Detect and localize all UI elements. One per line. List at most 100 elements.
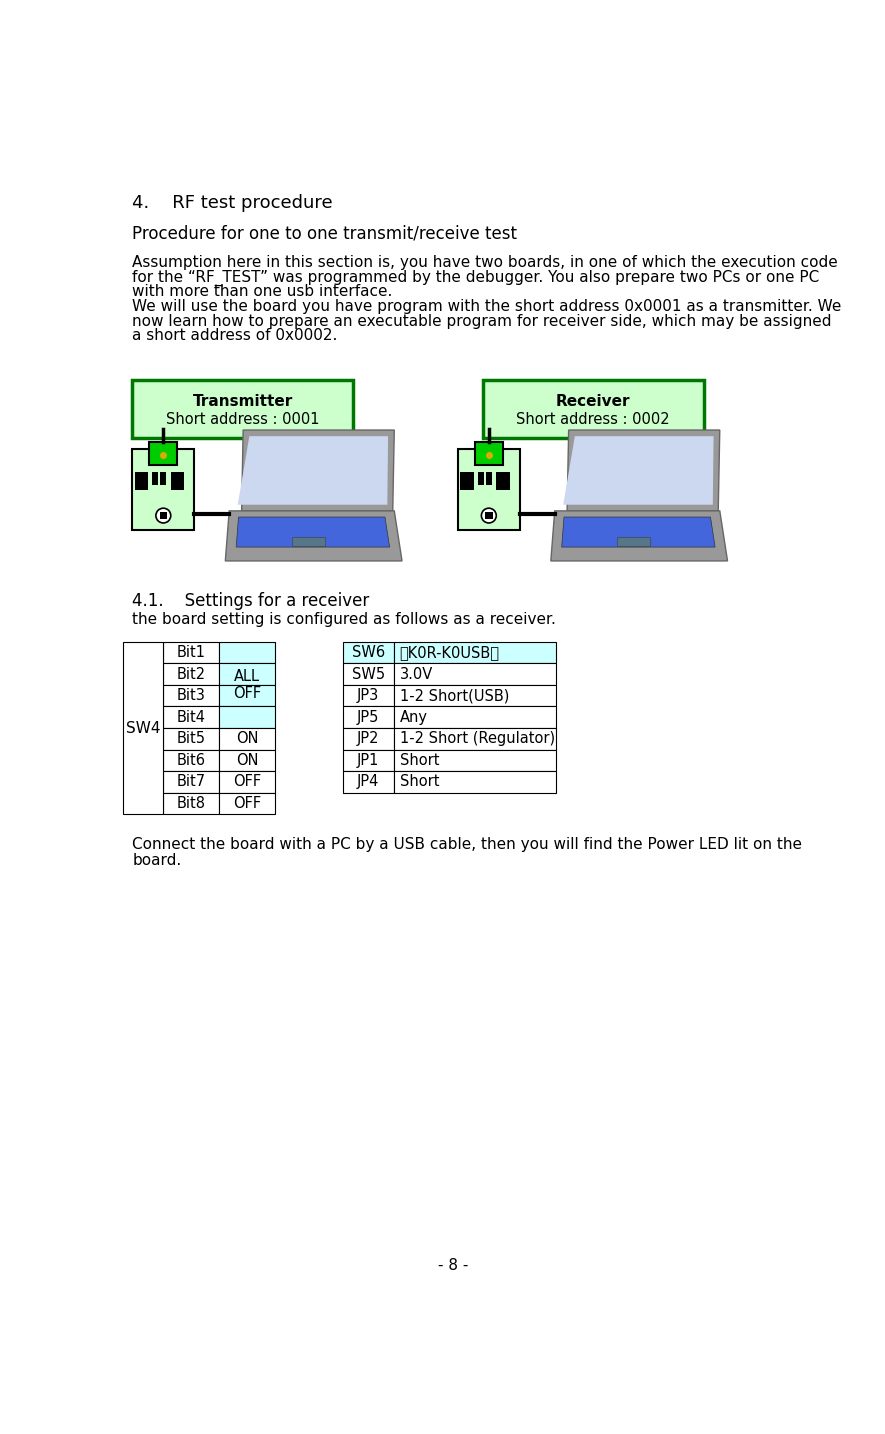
Text: a short address of 0x0002.: a short address of 0x0002.	[133, 328, 338, 343]
Text: SW5: SW5	[351, 667, 385, 681]
Bar	[343, 642, 394, 664]
Text: 4.1.    Settings for a receiver: 4.1. Settings for a receiver	[133, 592, 370, 609]
Bar	[460, 472, 474, 489]
Bar	[343, 664, 394, 685]
Text: JP5: JP5	[358, 710, 380, 724]
Bar	[152, 472, 158, 485]
Text: Any: Any	[400, 710, 427, 724]
Text: Short: Short	[400, 774, 439, 790]
Text: Assumption here in this section is, you have two boards, in one of which the exe: Assumption here in this section is, you …	[133, 255, 838, 270]
Bar	[164, 642, 219, 664]
Bar	[164, 664, 219, 685]
Bar	[219, 664, 275, 685]
Bar	[164, 750, 219, 771]
Bar	[219, 750, 275, 771]
Polygon shape	[242, 430, 395, 511]
Bar	[343, 750, 394, 771]
Text: Bit6: Bit6	[177, 753, 205, 767]
Text: Short: Short	[400, 753, 439, 767]
Text: Receiver: Receiver	[556, 394, 630, 409]
Circle shape	[481, 508, 496, 523]
Bar	[133, 380, 353, 437]
Bar	[164, 707, 219, 728]
Text: OFF: OFF	[233, 774, 261, 790]
Text: Bit5: Bit5	[177, 731, 205, 746]
Bar	[478, 472, 484, 485]
Bar	[618, 536, 650, 545]
Bar	[160, 472, 166, 485]
Text: OFF: OFF	[233, 796, 261, 812]
Text: SW4: SW4	[126, 720, 160, 736]
Text: JP2: JP2	[357, 731, 380, 746]
Bar	[164, 793, 219, 815]
Text: We will use the board you have program with the short address 0x0001 as a transm: We will use the board you have program w…	[133, 300, 842, 314]
Text: 3.0V: 3.0V	[400, 667, 433, 681]
Text: for the “RF_TEST” was programmed by the debugger. You also prepare two PCs or on: for the “RF_TEST” was programmed by the …	[133, 270, 820, 285]
Text: 『K0R-K0USB』: 『K0R-K0USB』	[400, 645, 500, 660]
Polygon shape	[226, 511, 402, 561]
Bar	[219, 642, 275, 664]
Text: with more than one usb interface.: with more than one usb interface.	[133, 284, 393, 300]
Bar	[394, 685, 557, 707]
Bar	[171, 472, 184, 489]
Bar	[135, 472, 149, 489]
Text: Bit4: Bit4	[177, 710, 205, 724]
Text: Bit7: Bit7	[177, 774, 206, 790]
Bar	[394, 664, 557, 685]
Text: - 8 -: - 8 -	[438, 1258, 468, 1273]
Text: Procedure for one to one transmit/receive test: Procedure for one to one transmit/receiv…	[133, 225, 518, 242]
Polygon shape	[236, 518, 389, 546]
Bar	[343, 707, 394, 728]
Bar	[394, 728, 557, 750]
Text: Short address : 0001: Short address : 0001	[166, 413, 319, 427]
Bar	[394, 707, 557, 728]
Polygon shape	[562, 518, 715, 546]
Bar	[159, 512, 167, 519]
Bar	[486, 472, 492, 485]
Text: Bit8: Bit8	[177, 796, 205, 812]
Bar	[123, 642, 164, 815]
Bar	[458, 449, 519, 531]
Text: JP3: JP3	[358, 688, 380, 703]
Polygon shape	[567, 430, 720, 511]
Text: Connect the board with a PC by a USB cable, then you will find the Power LED lit: Connect the board with a PC by a USB cab…	[133, 837, 803, 852]
Bar	[394, 750, 557, 771]
Polygon shape	[238, 436, 389, 505]
Text: the board setting is configured as follows as a receiver.: the board setting is configured as follo…	[133, 612, 556, 627]
Bar	[219, 685, 275, 707]
Text: 4.    RF test procedure: 4. RF test procedure	[133, 194, 333, 212]
Text: JP1: JP1	[358, 753, 380, 767]
Bar	[219, 707, 275, 728]
Text: Bit1: Bit1	[177, 645, 205, 660]
Bar	[164, 771, 219, 793]
Text: ON: ON	[235, 731, 258, 746]
Bar	[343, 728, 394, 750]
Text: Bit2: Bit2	[177, 667, 206, 681]
Bar	[394, 771, 557, 793]
Text: board.: board.	[133, 853, 181, 868]
Text: now learn how to prepare an executable program for receiver side, which may be a: now learn how to prepare an executable p…	[133, 314, 832, 328]
Polygon shape	[563, 436, 713, 505]
Text: SW6: SW6	[351, 645, 385, 660]
Bar	[343, 771, 394, 793]
Bar	[496, 472, 510, 489]
Bar	[219, 728, 275, 750]
Text: ON: ON	[235, 753, 258, 767]
Bar	[164, 685, 219, 707]
Text: Short address : 0002: Short address : 0002	[516, 413, 670, 427]
Text: JP4: JP4	[358, 774, 380, 790]
Text: Bit3: Bit3	[177, 688, 205, 703]
Circle shape	[156, 508, 171, 523]
Polygon shape	[550, 511, 727, 561]
Text: 1-2 Short (Regulator): 1-2 Short (Regulator)	[400, 731, 555, 746]
Bar	[133, 449, 195, 531]
Bar	[219, 793, 275, 815]
Bar	[219, 771, 275, 793]
Text: ALL
OFF: ALL OFF	[233, 668, 261, 701]
Bar	[475, 443, 503, 465]
Bar	[343, 685, 394, 707]
Text: Transmitter: Transmitter	[193, 394, 293, 409]
Bar	[482, 380, 704, 437]
Bar	[164, 728, 219, 750]
Bar	[150, 443, 177, 465]
